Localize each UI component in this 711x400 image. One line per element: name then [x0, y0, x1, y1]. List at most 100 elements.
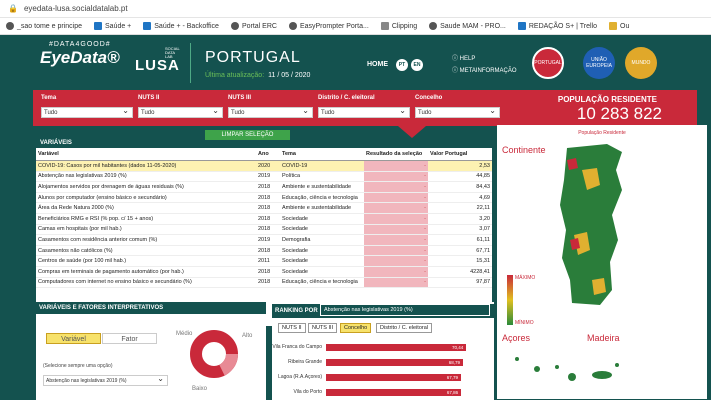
nuts3-select[interactable]: Tudo: [228, 106, 313, 118]
islands-map[interactable]: [502, 347, 622, 387]
variables-table: Variável Ano Tema Resultado da seleção V…: [36, 148, 492, 326]
portugal-button[interactable]: PORTUGAL: [532, 47, 564, 79]
mundo-button[interactable]: MUNDO: [625, 47, 657, 79]
table-row[interactable]: Abstenção nas legislativas 2019 (%) 2019 P…: [36, 171, 492, 183]
bookmark[interactable]: Saúde + - Backoffice: [143, 22, 219, 30]
bookmark[interactable]: Clipping: [380, 22, 417, 30]
home-link[interactable]: HOME: [367, 61, 388, 68]
ranking-value: 67,86: [446, 390, 459, 395]
table-row[interactable]: Compras em terminais de pagamento automá…: [36, 266, 492, 278]
table-cell: 2018: [256, 192, 280, 204]
col-header[interactable]: Variável: [36, 148, 256, 161]
table-cell: -: [364, 255, 428, 267]
table-cell: 44,85: [428, 171, 492, 183]
bookmark[interactable]: REDAÇÃO S+ | Trello: [517, 22, 597, 30]
table-cell: 2019: [256, 171, 280, 183]
rank-tab-nuts3[interactable]: NUTS III: [308, 323, 338, 333]
filter-label: NUTS II: [138, 95, 160, 101]
table-cell: 2018: [256, 224, 280, 236]
bookmark[interactable]: Ou: [609, 22, 629, 30]
filter-label: Tema: [41, 95, 57, 101]
folder-icon: [609, 22, 618, 30]
globe-icon: [429, 22, 438, 30]
ranking-row[interactable]: Vila Franca do Campo 70,44: [272, 342, 494, 354]
col-header[interactable]: Ano: [256, 148, 280, 161]
bookmark[interactable]: EasyPrompter Porta...: [288, 22, 369, 30]
distrito-select[interactable]: Tudo: [318, 106, 410, 118]
rank-tab-concelho[interactable]: Concelho: [340, 323, 372, 333]
concelho-select[interactable]: Tudo: [415, 106, 500, 118]
portugal-map[interactable]: [552, 140, 632, 310]
acores-label: Açores: [502, 333, 531, 343]
table-cell: COVID-19: [280, 160, 364, 172]
factors-heading: VARIÁVEIS E FATORES INTERPRETATIVOS: [36, 302, 266, 314]
col-header[interactable]: Tema: [280, 148, 364, 161]
table-row[interactable]: Camas em hospitais (por mil hab.) 2018 Soc…: [36, 224, 492, 236]
toggle-fator[interactable]: Fator: [102, 333, 157, 344]
ue-button[interactable]: UNIÃO EUROPEIA: [583, 47, 615, 79]
table-row[interactable]: Alunos por computador (ensino básico e s…: [36, 192, 492, 204]
table-cell: Alojamentos servidos por drenagem de águ…: [36, 181, 256, 193]
trello-icon: [517, 22, 526, 30]
table-cell: 4,69: [428, 192, 492, 204]
table-cell: Sociedade: [280, 255, 364, 267]
nuts2-select[interactable]: Tudo: [138, 106, 223, 118]
rank-tab-distrito[interactable]: Distrito / C. eleitoral: [376, 323, 432, 333]
table-cell: 2018: [256, 277, 280, 289]
table-row[interactable]: Alojamentos servidos por drenagem de águ…: [36, 181, 492, 193]
table-header: Variável Ano Tema Resultado da seleção V…: [36, 148, 492, 161]
ranking-panel: [272, 302, 494, 400]
table-row[interactable]: Beneficiários RMG e RSI (% pop. c/ 15 + …: [36, 213, 492, 225]
ranking-row[interactable]: Ribeira Grande 68,79: [272, 357, 494, 369]
backoffice-icon: [143, 22, 152, 30]
rank-tab-nuts2[interactable]: NUTS II: [278, 323, 306, 333]
table-cell: 2018: [256, 213, 280, 225]
table-row[interactable]: Centros de saúde (por 100 mil hab.) 2011 S…: [36, 255, 492, 267]
header: #DATA4GOOD# EyeData® SOCIAL DATA LAB LUS…: [0, 35, 711, 90]
ranking-name: Vila Franca do Campo: [272, 344, 322, 350]
table-cell: COVID-19: Casos por mil habitantes (dado…: [36, 160, 256, 172]
ranking-row[interactable]: Lagoa (R.A.Açores) 67,79: [272, 372, 494, 384]
table-row[interactable]: Computadores com internet no ensino bási…: [36, 277, 492, 289]
table-row[interactable]: COVID-19: Casos por mil habitantes (dado…: [36, 160, 492, 172]
table-row[interactable]: Área da Rede Natura 2000 (%) 2018 Ambiente…: [36, 202, 492, 214]
filter-label: Concelho: [415, 95, 443, 101]
map-panel: População Residente Continente MÁXIMO MÍ…: [497, 125, 707, 399]
ranking-value: 68,79: [448, 360, 460, 365]
bookmark[interactable]: Saúde +: [93, 22, 131, 30]
table-cell: -: [364, 224, 428, 236]
table-cell: Ambiente e sustentabilidade: [280, 202, 364, 214]
url-text[interactable]: eyedata-lusa.socialdatalab.pt: [23, 4, 128, 13]
donut-segment[interactable]: [190, 330, 238, 378]
ranking-name: Vila do Porto: [293, 389, 322, 395]
pointer-triangle: [398, 126, 426, 138]
table-cell: 4228,41: [428, 266, 492, 278]
lang-en-button[interactable]: EN: [411, 59, 423, 71]
col-header[interactable]: Valor Portugal: [428, 148, 492, 161]
eyedata-logo[interactable]: #DATA4GOOD# EyeData®: [40, 41, 120, 67]
lock-icon: 🔒: [8, 4, 18, 13]
table-cell: 61,11: [428, 234, 492, 246]
bookmark[interactable]: Saude MAM - PRO...: [429, 22, 506, 30]
madeira-label: Madeira: [587, 333, 620, 343]
toggle-variavel[interactable]: Variável: [46, 333, 101, 344]
table-cell: Sociedade: [280, 213, 364, 225]
ranking-row[interactable]: Vila do Porto 67,86: [272, 387, 494, 399]
clear-selection-button[interactable]: LIMPAR SELEÇÃO: [205, 130, 290, 140]
col-header[interactable]: Resultado da seleção: [364, 148, 428, 161]
ranking-select[interactable]: Abstenção nas legislativas 2019 (%): [320, 304, 490, 316]
saude-icon: [93, 22, 102, 30]
address-bar[interactable]: 🔒 eyedata-lusa.socialdatalab.pt: [0, 0, 711, 18]
lang-pt-button[interactable]: PT: [396, 59, 408, 71]
table-cell: Computadores com internet no ensino bási…: [36, 277, 256, 289]
bookmark[interactable]: _sao tome e principe: [6, 22, 82, 30]
tema-select[interactable]: Tudo: [41, 106, 133, 118]
table-row[interactable]: Casamentos com residência anterior comum…: [36, 234, 492, 246]
factor-select[interactable]: Abstenção nas legislativas 2019 (%): [43, 374, 168, 386]
population-value: 10 283 822: [576, 104, 662, 123]
clipping-icon: [380, 22, 389, 30]
table-row[interactable]: Casamentos não católicos (%) 2018 Sociedad…: [36, 245, 492, 257]
table-cell: Camas em hospitais (por mil hab.): [36, 224, 256, 236]
help-link[interactable]: ⓘ HELP ⓘ METAINFORMAÇÃO: [452, 56, 517, 74]
bookmark[interactable]: Portal ERC: [230, 22, 277, 30]
